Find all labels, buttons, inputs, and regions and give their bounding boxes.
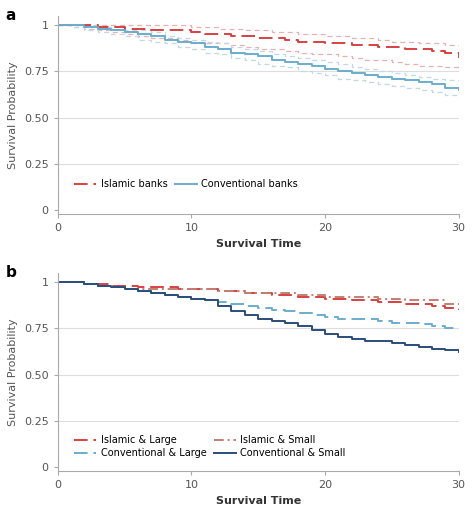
Legend: Islamic banks, Conventional banks: Islamic banks, Conventional banks (71, 176, 302, 193)
Y-axis label: Survival Probability: Survival Probability (9, 61, 18, 169)
X-axis label: Survival Time: Survival Time (216, 495, 301, 506)
Text: b: b (6, 265, 17, 280)
Legend: Islamic & Large, Conventional & Large, Islamic & Small, Conventional & Small: Islamic & Large, Conventional & Large, I… (71, 431, 350, 462)
X-axis label: Survival Time: Survival Time (216, 238, 301, 249)
Y-axis label: Survival Probability: Survival Probability (9, 318, 18, 426)
Text: a: a (6, 8, 16, 23)
